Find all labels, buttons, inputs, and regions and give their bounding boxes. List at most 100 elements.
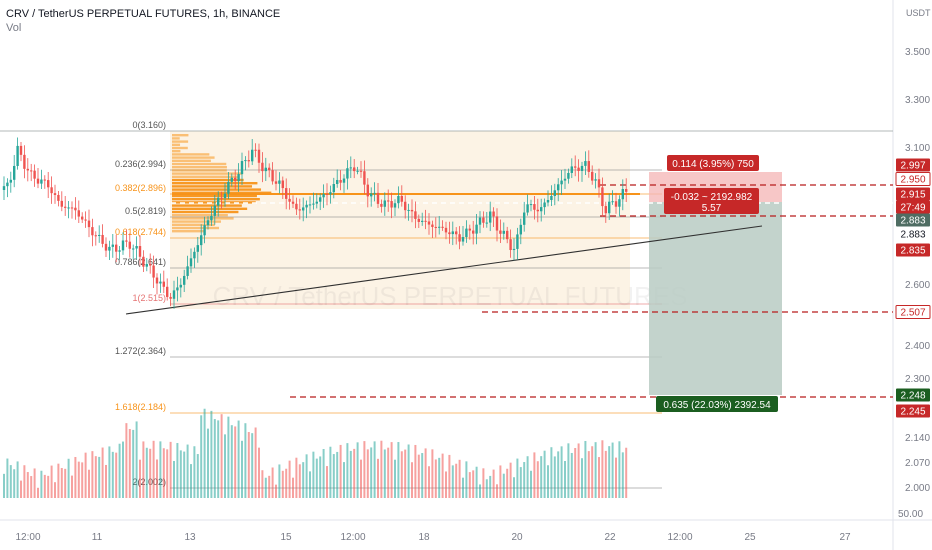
candle-body (543, 202, 546, 208)
volume-bar (543, 450, 546, 498)
currency-label: USDT (906, 8, 931, 18)
candle-body (94, 235, 97, 237)
volume-bar (472, 470, 475, 498)
volume-bar (162, 448, 165, 498)
candle-body (346, 168, 349, 179)
volume-bar (105, 464, 107, 498)
candlestick-series (2, 137, 628, 309)
volume-bar (13, 469, 16, 498)
candle-body (179, 284, 182, 288)
candle-body (336, 180, 339, 185)
volume-bar (601, 440, 604, 498)
price-axis-label-text: 2.915 (900, 190, 925, 201)
volume-bar (312, 451, 315, 498)
candle-body (159, 281, 162, 284)
price-axis-tick: 2.600 (905, 280, 930, 291)
volume-bar (448, 454, 451, 498)
volume-bar (339, 444, 342, 498)
candle-body (81, 216, 84, 220)
candle-body (217, 197, 220, 206)
volume-profile-bar (172, 172, 243, 175)
candle-body (128, 241, 131, 249)
price-axis-tick: 3.100 (905, 143, 930, 154)
candle-body (414, 211, 417, 219)
candle-body (574, 166, 577, 168)
candle-body (50, 187, 53, 194)
volume-bar (387, 447, 390, 498)
candle-body (278, 180, 281, 184)
volume-bar (625, 447, 628, 498)
candle-body (308, 204, 312, 206)
volume-profile-bar (172, 185, 253, 188)
candle-body (356, 170, 359, 172)
volume-bar (346, 443, 349, 498)
candle-body (546, 199, 550, 203)
candle-body (183, 275, 186, 285)
candle-body (387, 200, 390, 202)
volume-bar (220, 414, 223, 498)
volume-bar (40, 470, 43, 498)
volume-bar (23, 465, 26, 498)
candle-body (26, 168, 29, 171)
fib-level-label: 0.236(2.994) (115, 159, 166, 169)
volume-bar (591, 446, 594, 498)
volume-profile-bar (172, 140, 189, 143)
volume-bar (377, 458, 379, 498)
candle-body (529, 204, 533, 206)
volume-bar (98, 456, 101, 498)
take-profit-zone (649, 202, 782, 395)
candle-body (478, 217, 482, 225)
candle-body (189, 258, 193, 267)
volume-bar (210, 410, 213, 498)
candle-body (132, 248, 135, 250)
candle-body (519, 224, 522, 235)
stop-loss-label: 0.114 (3.95%) 750 (667, 155, 759, 171)
volume-profile-bar (172, 143, 181, 146)
time-axis-tick: 13 (184, 532, 196, 543)
candle-body (64, 206, 67, 208)
candle-body (121, 240, 125, 251)
candle-body (363, 171, 366, 185)
volume-bar (322, 449, 325, 498)
candle-body (125, 240, 128, 242)
candle-body (240, 161, 244, 175)
candle-body (162, 281, 165, 287)
candle-body (319, 197, 322, 202)
price-axis-label-bg (895, 172, 931, 186)
volume-bar (438, 457, 441, 498)
candle-body (441, 226, 444, 228)
volume-bar (424, 448, 427, 498)
volume-bar (496, 484, 498, 498)
volume-bar (125, 423, 128, 498)
volume-bar (356, 442, 359, 498)
candle-body (193, 251, 196, 259)
candle-body (580, 165, 584, 171)
volume-bar (295, 457, 298, 498)
price-axis-label-bg (896, 200, 930, 214)
candle-body (506, 230, 509, 240)
price-axis-label: 2.915 (896, 187, 930, 201)
candle-body (417, 218, 420, 222)
fib-level-label: 0.786(2.641) (115, 257, 166, 267)
volume-bar (247, 432, 250, 498)
price-axis-label-bg (895, 305, 931, 319)
volume-bar (275, 484, 277, 498)
time-axis-tick: 25 (744, 532, 756, 543)
volume-profile-bar (172, 150, 181, 153)
candle-body (404, 201, 407, 211)
volume-bar (343, 462, 345, 498)
volume-bar (67, 458, 70, 498)
candle-body (526, 204, 529, 213)
volume-bar (417, 454, 420, 498)
volume-label: Vol (6, 22, 22, 34)
volume-bar (179, 450, 182, 498)
candle-body (247, 160, 250, 162)
candle-body (104, 243, 108, 251)
candle-body (390, 201, 393, 208)
price-axis-label: 2.248 (896, 388, 930, 402)
volume-bar (190, 464, 192, 498)
volume-bar (407, 444, 410, 498)
volume-bar (611, 442, 614, 498)
